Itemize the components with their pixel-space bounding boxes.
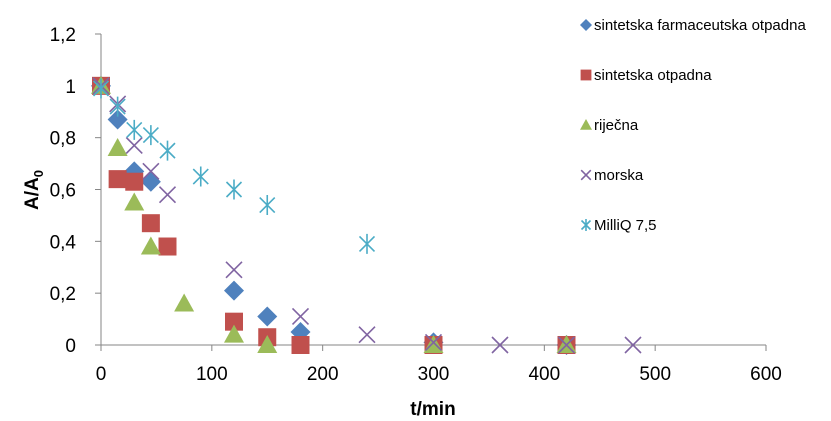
y-tick-label: 0,4	[50, 232, 77, 253]
series-2	[92, 76, 576, 354]
x-axis-title: t/min	[410, 399, 455, 420]
legend-entry: morska	[580, 167, 644, 184]
data-point	[491, 336, 509, 354]
y-tick-label: 0,6	[50, 181, 76, 202]
y-axis-title-subscript: 0	[31, 170, 46, 177]
data-point	[358, 233, 376, 254]
data-point	[257, 335, 278, 353]
legend-marker	[580, 219, 592, 231]
data-point	[225, 179, 243, 200]
data-point	[125, 136, 143, 155]
data-point	[126, 119, 143, 140]
data-point	[158, 237, 177, 256]
legend-entry: riječna	[580, 117, 639, 134]
plot-area: 0 0,2 0,4 0,6 0,8 1 1,2 0 100 200 300 400 500 600	[50, 25, 782, 385]
legend-marker	[580, 69, 592, 81]
legend-label: sintetska otpadna	[594, 67, 712, 84]
y-axis-title: A/A0	[22, 170, 46, 210]
y-tick-label: 0,2	[50, 284, 76, 305]
data-point	[557, 336, 576, 354]
data-point	[259, 195, 276, 216]
y-axis-ticks: 0 0,2 0,4 0,6 0,8 1 1,2	[50, 25, 101, 357]
data-point	[159, 140, 176, 161]
y-tick-label: 1	[65, 77, 76, 98]
y-tick-label: 0	[65, 336, 76, 357]
x-tick-label: 100	[196, 364, 228, 385]
legend-label: morska	[594, 167, 644, 184]
x-tick-label: 600	[750, 364, 782, 385]
data-point	[142, 162, 160, 180]
data-point	[140, 171, 161, 192]
series-1	[91, 75, 577, 355]
data-point	[358, 326, 376, 344]
data-point	[140, 236, 161, 255]
x-tick-label: 300	[418, 364, 450, 385]
x-tick-label: 0	[96, 364, 107, 385]
data-point	[225, 261, 243, 279]
data-point	[291, 336, 310, 354]
data-point	[142, 125, 159, 146]
x-tick-label: 200	[307, 364, 339, 385]
data-point	[108, 170, 127, 189]
legend-label: MilliQ 7,5	[594, 217, 657, 234]
data-point	[92, 78, 110, 99]
data-point	[225, 312, 243, 331]
data-point	[424, 333, 443, 351]
series-3	[91, 75, 577, 353]
legend-label: sintetska farmaceutska otpadna	[594, 17, 806, 34]
legend-entry: sintetska otpadna	[580, 67, 712, 84]
data-point	[624, 336, 642, 354]
y-axis-title-main: A/A	[22, 177, 43, 210]
data-point	[192, 166, 209, 187]
series-4	[92, 77, 642, 354]
legend-entry: sintetska farmaceutska otpadna	[580, 17, 806, 34]
x-axis-ticks: 0 100 200 300 400 500 600	[96, 345, 782, 385]
data-point	[141, 214, 160, 233]
data-point	[291, 307, 310, 326]
data-point	[174, 293, 195, 312]
data-point	[109, 96, 126, 117]
data-point	[257, 306, 278, 327]
data-markers	[91, 75, 642, 355]
data-point	[224, 280, 244, 301]
legend-marker	[580, 19, 592, 31]
legend: sintetska farmaceutska otpadna sintetska …	[580, 17, 806, 234]
x-tick-label: 400	[528, 364, 560, 385]
data-point	[107, 109, 128, 130]
y-tick-label: 1,2	[50, 25, 76, 46]
legend-entry: MilliQ 7,5	[580, 217, 657, 234]
y-tick-label: 0,8	[50, 129, 76, 150]
data-point	[158, 186, 177, 204]
data-point	[125, 172, 144, 191]
data-point	[124, 192, 145, 211]
legend-marker	[580, 119, 592, 130]
data-point	[107, 138, 128, 157]
legend-label: riječna	[594, 117, 639, 134]
legend-marker	[580, 169, 592, 181]
data-point	[224, 324, 244, 343]
x-tick-label: 500	[639, 364, 671, 385]
series-5	[92, 78, 376, 254]
